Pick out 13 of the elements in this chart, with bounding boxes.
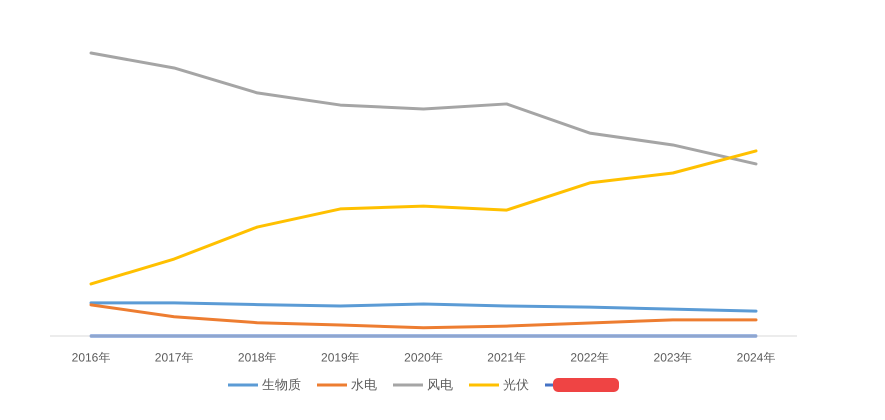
legend-label: 光伏 (503, 376, 529, 394)
x-tick-label: 2021年 (487, 350, 526, 365)
x-tick-label: 2022年 (570, 350, 610, 365)
x-tick-label: 2017年 (154, 350, 194, 365)
x-tick-label: 2023年 (654, 350, 692, 365)
legend-label: 风电 (427, 376, 453, 394)
legend-label: 水电 (351, 376, 377, 394)
x-tick-label: 2016年 (72, 350, 110, 365)
legend-label: 生物质 (262, 376, 301, 394)
x-tick-label: 2019年 (321, 350, 360, 365)
x-tick-label: 2018年 (238, 350, 277, 365)
x-tick-label: 2020年 (404, 350, 443, 365)
x-tick-label: 2024年 (736, 350, 776, 365)
